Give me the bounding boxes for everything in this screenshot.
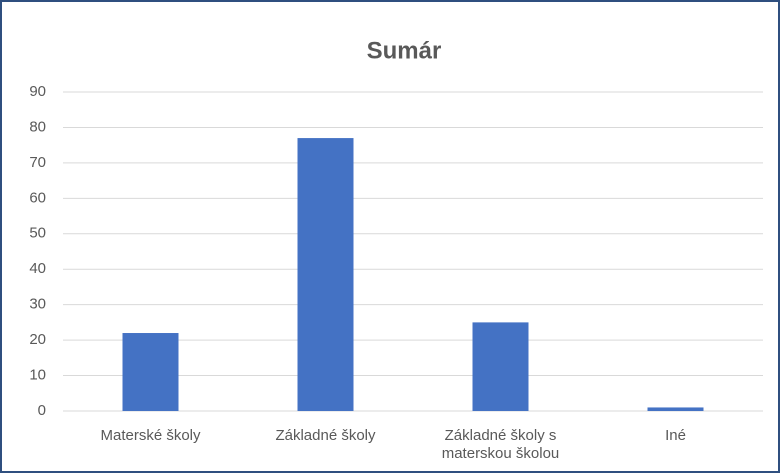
x-tick-label: Iné xyxy=(665,427,686,444)
bar xyxy=(647,407,704,411)
y-tick-label: 20 xyxy=(29,331,46,348)
y-tick-label: 80 xyxy=(29,118,46,135)
bar xyxy=(122,333,179,411)
x-tick-label: Základné školy xyxy=(275,427,376,444)
y-tick-label: 30 xyxy=(29,296,46,313)
y-tick-label: 60 xyxy=(29,189,46,206)
y-tick-label: 10 xyxy=(29,367,46,384)
bar xyxy=(297,138,354,412)
x-tick-label: Základné školy s materskou školou xyxy=(441,427,560,462)
y-tick-label: 90 xyxy=(29,83,46,100)
chart-title: Sumár xyxy=(367,37,442,64)
x-tick-label: Materské školy xyxy=(100,427,201,444)
bar xyxy=(472,322,529,411)
y-tick-label: 0 xyxy=(38,402,46,419)
y-tick-label: 50 xyxy=(29,225,46,242)
y-tick-label: 70 xyxy=(29,154,46,171)
y-tick-label: 40 xyxy=(29,260,46,277)
